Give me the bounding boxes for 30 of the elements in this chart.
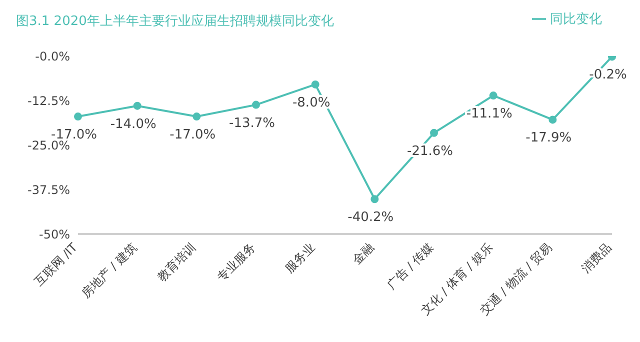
x-tick-label: 教育培训 [154, 240, 199, 284]
data-label: -14.0% [110, 116, 156, 132]
x-tick-label: 房地产 / 建筑 [78, 240, 140, 301]
point [548, 116, 557, 124]
y-tick-label: -50% [38, 227, 70, 242]
x-tick-label: 金融 [350, 240, 377, 268]
data-label: -17.0% [170, 128, 216, 143]
x-tick-label: 互联网 /IT [32, 240, 81, 289]
point [74, 112, 82, 121]
x-tick-label: 消费品 [578, 240, 614, 276]
y-tick-label: -37.5% [28, 182, 70, 197]
point [133, 102, 142, 110]
y-tick-label: -0.0% [35, 49, 70, 64]
data-label: -17.9% [526, 130, 572, 146]
data-label: -11.1% [466, 106, 512, 122]
point [430, 128, 438, 137]
y-tick-label: -12.5% [28, 94, 70, 108]
data-label: -13.7% [229, 116, 275, 131]
x-tick-label: 服务业 [282, 240, 318, 276]
x-tick-label: 广告 / 传媒 [384, 240, 436, 292]
point [489, 92, 498, 100]
point [311, 80, 320, 88]
point [370, 195, 379, 204]
point [252, 100, 260, 109]
data-label: -40.2% [348, 210, 394, 226]
point [192, 112, 201, 121]
chart-title: 图3.1 2020年上半年主要行业应届生招聘规模同比变化 [16, 13, 334, 30]
legend-label: 同比变化 [550, 12, 602, 27]
y-tick-label: -25.0% [28, 138, 70, 152]
x-tick-label: 专业服务 [214, 240, 258, 284]
